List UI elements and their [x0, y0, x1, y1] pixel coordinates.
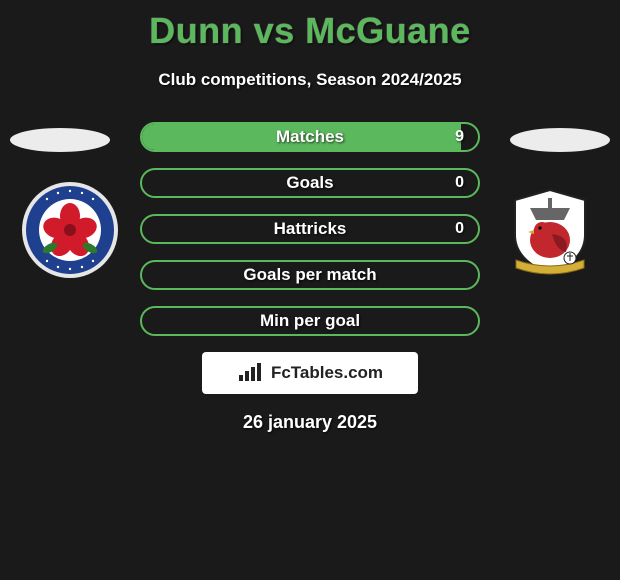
subtitle: Club competitions, Season 2024/2025	[0, 70, 620, 90]
stat-bar-goals-per-match: Goals per match	[140, 260, 480, 290]
stat-bar-hattricks: Hattricks 0	[140, 214, 480, 244]
blackburn-rovers-icon	[20, 180, 120, 280]
stat-bar-matches: Matches 9	[140, 122, 480, 152]
stat-label: Hattricks	[142, 216, 478, 242]
stat-bar-goals: Goals 0	[140, 168, 480, 198]
player-right-placeholder	[510, 128, 610, 152]
site-logo: FcTables.com	[202, 352, 418, 394]
stat-value: 0	[455, 216, 464, 242]
stat-bar-min-per-goal: Min per goal	[140, 306, 480, 336]
stat-value: 9	[455, 124, 464, 150]
bristol-city-icon	[500, 180, 600, 280]
player-left-placeholder	[10, 128, 110, 152]
stat-label: Matches	[142, 124, 478, 150]
stat-label: Goals	[142, 170, 478, 196]
club-crest-left	[20, 180, 120, 264]
date-label: 26 january 2025	[0, 412, 620, 433]
page-title: Dunn vs McGuane	[0, 0, 620, 52]
stat-value: 0	[455, 170, 464, 196]
stat-label: Min per goal	[142, 308, 478, 334]
club-crest-right	[500, 180, 600, 264]
stat-bars: Matches 9 Goals 0 Hattricks 0 Goals per …	[140, 110, 480, 336]
comparison-panel: Matches 9 Goals 0 Hattricks 0 Goals per …	[0, 110, 620, 433]
bars-icon	[237, 363, 265, 383]
site-logo-text: FcTables.com	[271, 363, 383, 383]
stat-label: Goals per match	[142, 262, 478, 288]
